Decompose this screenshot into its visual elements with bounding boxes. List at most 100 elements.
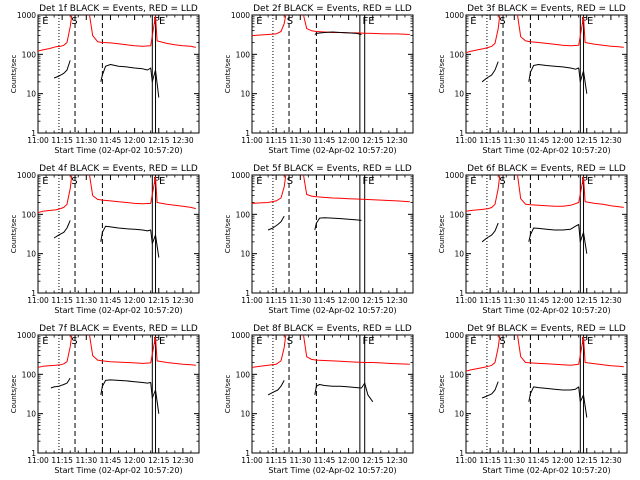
lld-series-line: [303, 15, 410, 35]
y-tick-label: 1000: [17, 331, 36, 340]
plot-frame: [465, 174, 628, 294]
x-tick-label: 11:30: [289, 296, 311, 305]
events-series-line: [481, 381, 499, 399]
y-axis-label: Counts/sec: [438, 55, 446, 94]
x-tick-label: 11:00: [241, 136, 263, 145]
x-axis-label: Start Time (02-Apr-02 10:57:20): [54, 146, 182, 155]
series-group: [466, 175, 624, 254]
panel-7: Det 7f BLACK = Events, RED = LLD 1 10 100 10…: [10, 324, 200, 475]
x-tick-label: 12:15: [148, 296, 170, 305]
x-tick-label: 12:30: [600, 456, 622, 465]
x-tick-label: 12:15: [148, 456, 170, 465]
series-group: [466, 335, 624, 418]
series-group: [38, 15, 196, 98]
marker-label: FE: [581, 336, 593, 347]
x-tick-label: 12:00: [552, 296, 574, 305]
y-tick-label: 10: [240, 250, 250, 259]
y-tick-label: 1000: [231, 171, 250, 180]
lld-series-line: [89, 335, 196, 366]
plot-frame: [465, 14, 628, 134]
x-tick-label: 11:30: [503, 296, 525, 305]
marker-label: FE: [153, 336, 165, 347]
x-tick-label: 12:00: [552, 456, 574, 465]
panel-8: Det 8f BLACK = Events, RED = LLD 1 10 100 10…: [224, 324, 414, 475]
y-axis-label: Counts/sec: [224, 215, 232, 254]
events-series-line: [267, 215, 285, 231]
x-tick-label: 11:30: [503, 136, 525, 145]
marker-label: S: [499, 176, 505, 187]
x-tick-label: 11:15: [479, 136, 501, 145]
x-tick-label: 11:15: [479, 456, 501, 465]
lld-series-line: [466, 175, 501, 212]
events-series-line: [267, 380, 285, 396]
x-tick-label: 11:45: [100, 456, 122, 465]
y-tick-label: 10: [26, 90, 36, 99]
y-tick-label: 1000: [17, 11, 36, 20]
x-tick-label: 11:45: [100, 136, 122, 145]
events-series-line: [100, 379, 160, 414]
panel-title: Det 1f BLACK = Events, RED = LLD: [39, 4, 198, 14]
x-tick-label: 12:00: [338, 136, 360, 145]
plot-frame: [37, 334, 200, 454]
marker-label: S: [71, 16, 77, 27]
series-group: [466, 15, 624, 94]
y-tick-label: 10: [454, 410, 464, 419]
marker-label: E: [42, 336, 48, 347]
lld-series-line: [517, 15, 624, 48]
x-tick-label: 11:15: [479, 296, 501, 305]
x-tick-label: 11:45: [528, 456, 550, 465]
x-tick-label: 12:30: [600, 136, 622, 145]
y-tick-label: 1: [245, 449, 250, 458]
marker-label: FE: [153, 16, 165, 27]
y-tick-label: 10: [454, 90, 464, 99]
x-tick-label: 11:30: [75, 136, 97, 145]
x-tick-label: 12:30: [386, 136, 408, 145]
panel-4: Det 4f BLACK = Events, RED = LLD 1 10 100 10…: [10, 164, 200, 315]
x-tick-label: 12:30: [386, 456, 408, 465]
marker-label: E: [42, 16, 48, 27]
plot-frame: [251, 334, 414, 454]
lld-series-line: [38, 335, 73, 368]
y-tick-label: 1: [245, 289, 250, 298]
y-tick-label: 1: [31, 449, 36, 458]
panel-title: Det 9f BLACK = Events, RED = LLD: [467, 324, 626, 334]
y-tick-label: 100: [236, 370, 251, 379]
series-group: [252, 175, 410, 231]
x-tick-label: 11:30: [289, 456, 311, 465]
panel-3: Det 3f BLACK = Events, RED = LLD 1 10 100 10…: [438, 4, 628, 155]
x-tick-label: 11:00: [455, 456, 477, 465]
x-tick-label: 11:00: [27, 136, 49, 145]
events-series-line: [314, 382, 374, 403]
marker-label: FE: [362, 16, 374, 27]
y-tick-label: 100: [236, 210, 251, 219]
x-axis-label: Start Time (02-Apr-02 10:57:20): [268, 146, 396, 155]
events-series-line: [528, 64, 588, 94]
y-tick-label: 1000: [445, 331, 464, 340]
y-tick-label: 1000: [231, 11, 250, 20]
panel-title: Det 8f BLACK = Events, RED = LLD: [253, 324, 412, 334]
events-series-line: [314, 217, 362, 231]
x-tick-label: 11:15: [265, 456, 287, 465]
y-tick-label: 1: [245, 129, 250, 138]
y-tick-label: 100: [22, 210, 37, 219]
y-tick-label: 1000: [17, 171, 36, 180]
marker-label: FE: [581, 16, 593, 27]
x-tick-label: 12:00: [338, 296, 360, 305]
marker-label: E: [42, 176, 48, 187]
marker-label: S: [71, 336, 77, 347]
lld-series-line: [466, 335, 501, 372]
y-tick-label: 1: [459, 449, 464, 458]
marker-label: FE: [362, 176, 374, 187]
y-tick-label: 100: [22, 50, 37, 59]
x-tick-label: 12:00: [338, 456, 360, 465]
events-series-line: [50, 377, 71, 389]
x-tick-label: 12:15: [576, 296, 598, 305]
lld-series-line: [89, 15, 196, 48]
y-tick-label: 1: [459, 129, 464, 138]
events-series-line: [528, 386, 588, 418]
marker-label: S: [71, 176, 77, 187]
x-tick-label: 11:00: [27, 296, 49, 305]
panel-2: Det 2f BLACK = Events, RED = LLD 1 10 100 10…: [224, 4, 414, 155]
x-tick-label: 12:15: [362, 456, 384, 465]
events-series-line: [481, 61, 499, 83]
